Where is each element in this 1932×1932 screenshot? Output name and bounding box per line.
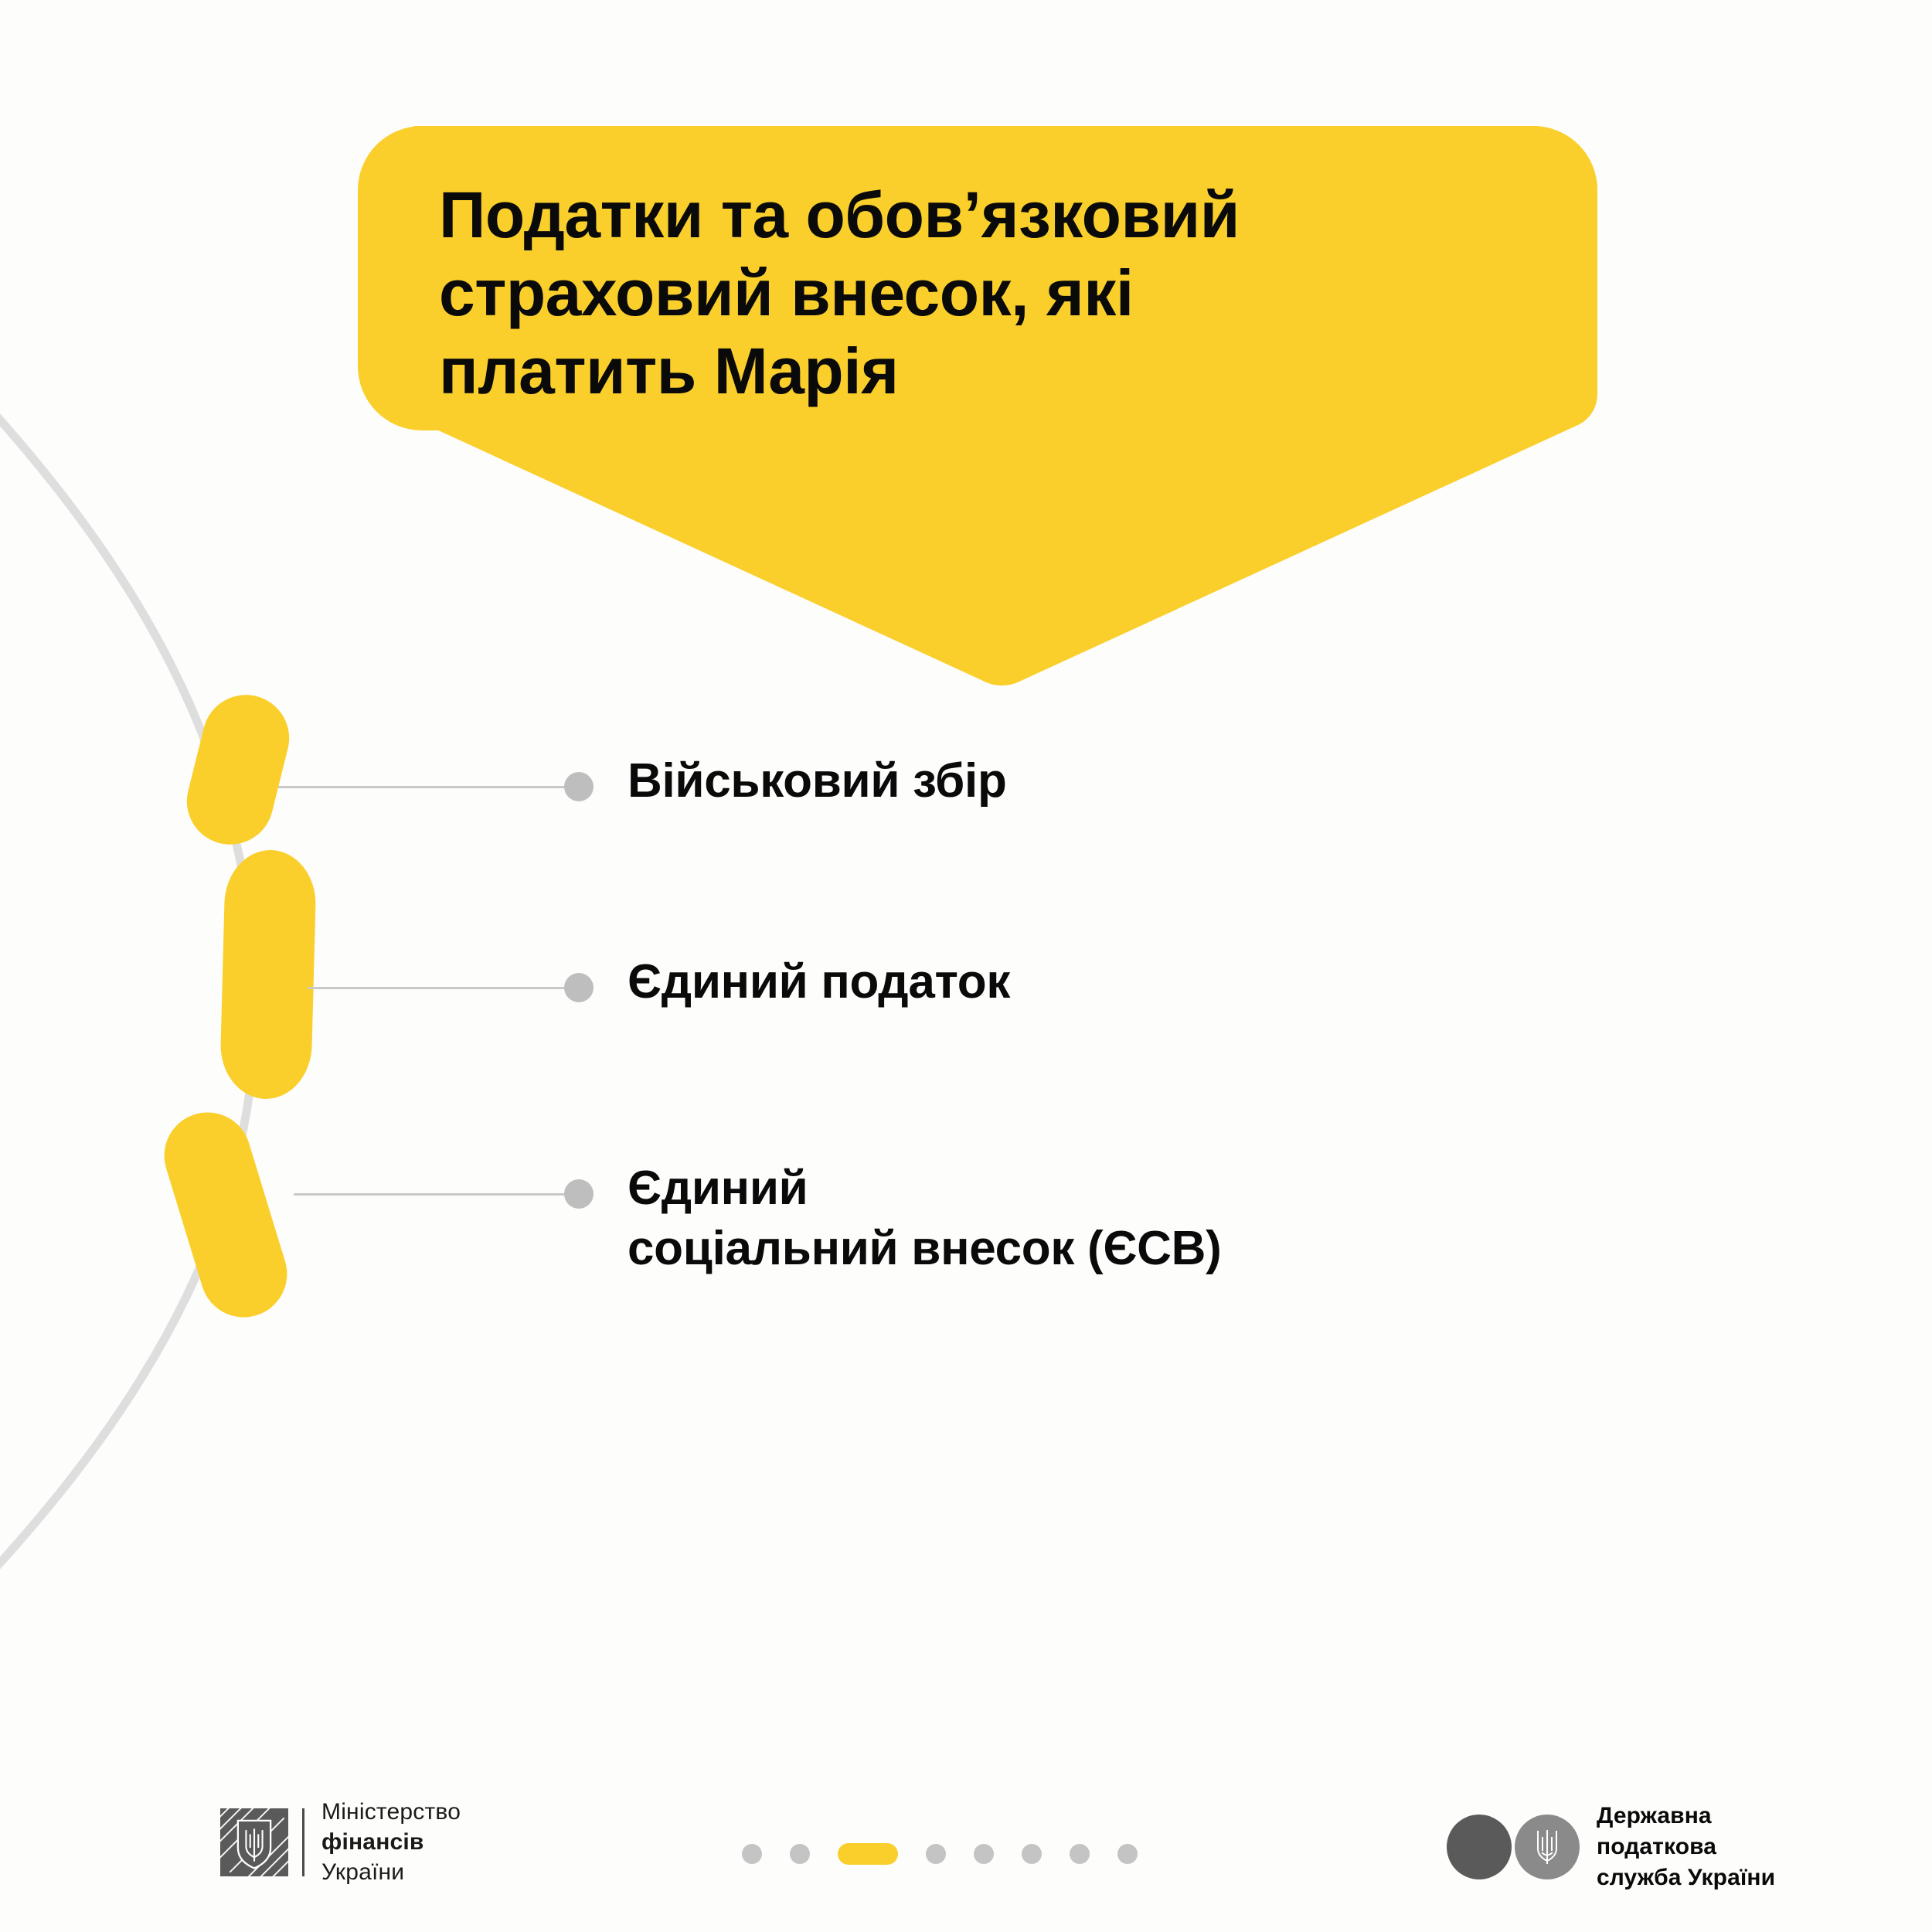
list-item-label-1: Військовий збір [628, 754, 1007, 808]
tax-line-1: Державна [1597, 1803, 1712, 1828]
pagination-dots[interactable] [742, 1843, 1138, 1865]
connector-line-3 [294, 1193, 580, 1196]
pagination-dot-7[interactable] [1070, 1844, 1090, 1864]
logo-divider [302, 1808, 304, 1876]
bullet-dot-icon-3 [564, 1179, 594, 1209]
pagination-dot-3-active[interactable] [838, 1843, 898, 1865]
tax-line-2: податкова [1597, 1834, 1717, 1860]
ministry-of-finance-logo: Міністерство фінансів України [220, 1797, 461, 1887]
pagination-dot-2[interactable] [790, 1844, 810, 1864]
bullet-dot-icon-2 [564, 973, 594, 1002]
ukraine-trident-shield-icon [220, 1808, 288, 1876]
arc-capsule-3 [153, 1101, 298, 1328]
ministry-line-3: України [321, 1859, 405, 1885]
ministry-of-finance-label: Міністерство фінансів України [321, 1797, 461, 1887]
bullet-dot-icon-1 [564, 772, 594, 801]
tax-line-3: служба України [1597, 1865, 1776, 1891]
ministry-line-2: фінансів [321, 1829, 424, 1855]
state-tax-service-logo: Державна податкова служба України [1447, 1801, 1775, 1894]
page-title: Податки та обов’язковий страховий внесок… [439, 179, 1240, 407]
list-item-label-3: Єдиний соціальний внесок (ЄСВ) [628, 1162, 1222, 1275]
list-item-label-2: Єдиний податок [628, 955, 1011, 1009]
connector-line-1 [278, 786, 580, 788]
pagination-dot-1[interactable] [742, 1844, 762, 1864]
ministry-line-1: Міністерство [321, 1799, 461, 1825]
arc-capsule-2 [219, 849, 318, 1100]
arc-capsule-1 [177, 685, 299, 854]
ukraine-trident-icon [1537, 1830, 1557, 1865]
connector-line-2 [308, 987, 580, 989]
speech-bubble [358, 126, 1598, 686]
state-tax-service-label: Державна податкова служба України [1597, 1801, 1775, 1894]
pagination-dot-5[interactable] [974, 1844, 994, 1864]
pagination-dot-8[interactable] [1117, 1844, 1138, 1864]
pagination-dot-4[interactable] [926, 1844, 946, 1864]
tax-circle-dark [1447, 1815, 1512, 1880]
tax-service-mark [1447, 1815, 1580, 1880]
pagination-dot-6[interactable] [1022, 1844, 1042, 1864]
